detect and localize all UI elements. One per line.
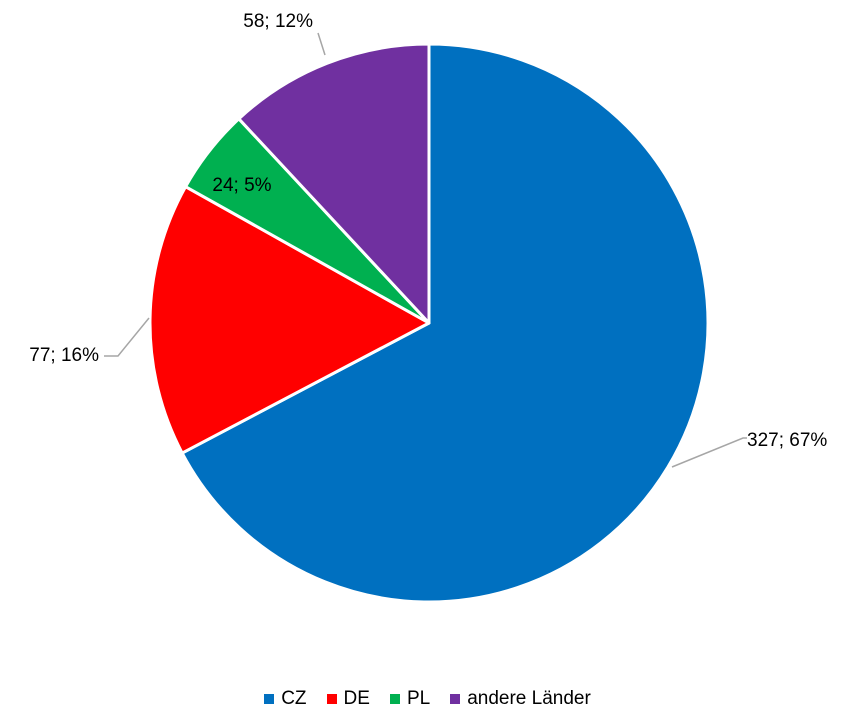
- legend-label-cz: CZ: [281, 688, 307, 709]
- legend-item-cz: CZ: [264, 688, 307, 710]
- legend-item-andere-laender: andere Länder: [450, 688, 591, 710]
- legend-item-pl: PL: [389, 688, 431, 710]
- legend-label-de: DE: [343, 688, 370, 709]
- pie-slices: [148, 42, 710, 604]
- data-label-cz: 327; 67%: [747, 430, 827, 451]
- legend-label-pl: PL: [406, 688, 431, 709]
- pie-slice-cz: [180, 42, 710, 604]
- legend-swatch-andere-laender: [450, 694, 461, 704]
- legend-swatch-de: [326, 694, 337, 704]
- data-labels: 327; 67% 77; 16% 24; 5% 58; 12%: [29, 11, 827, 451]
- legend: CZ DE PL andere Länder: [0, 688, 855, 710]
- legend-swatch-pl: [389, 694, 400, 704]
- data-label-de: 77; 16%: [29, 345, 99, 366]
- pie-slice-andere-laender: [237, 42, 431, 325]
- data-label-andere-laender: 58; 12%: [243, 11, 313, 32]
- legend-swatch-cz: [264, 694, 275, 704]
- legend-label-andere-laender: andere Länder: [467, 688, 591, 709]
- legend-item-de: DE: [326, 688, 370, 710]
- pie-slice-de: [148, 185, 431, 455]
- leader-line-cz: [671, 437, 747, 468]
- leader-line-de: [104, 317, 150, 357]
- leader-line-andere-laender: [317, 32, 326, 56]
- data-label-pl: 24; 5%: [212, 175, 271, 196]
- leader-lines: [104, 32, 747, 468]
